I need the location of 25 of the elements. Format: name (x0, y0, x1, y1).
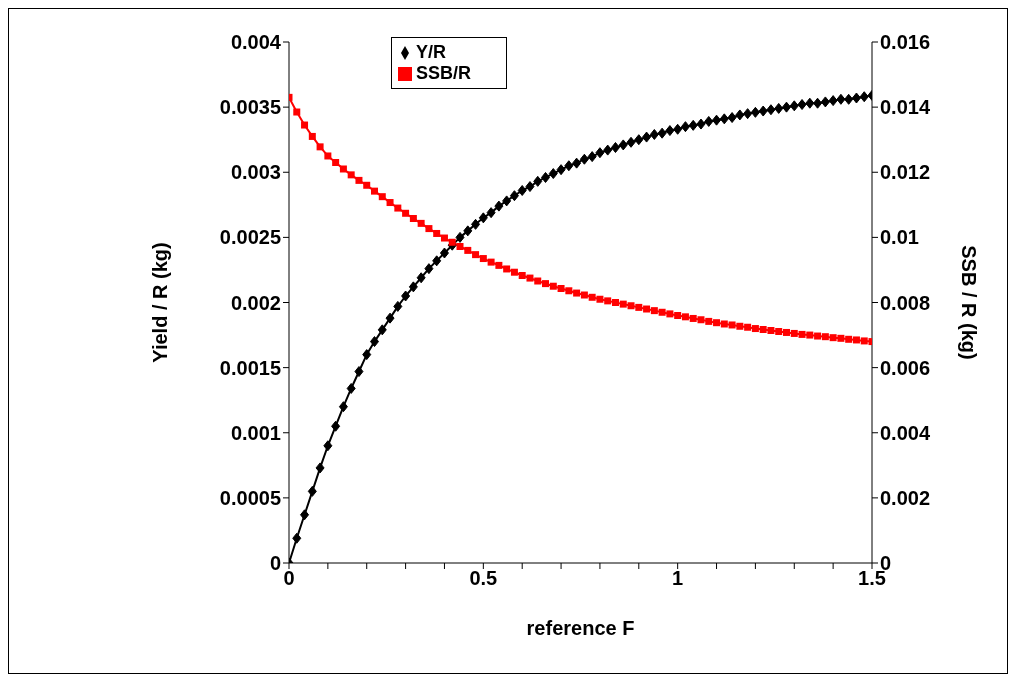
y2-axis-title: SSB / R (kg) (957, 245, 980, 360)
y2-tick-label: 0.004 (880, 421, 931, 444)
y2-tick-label: 0.008 (880, 291, 931, 314)
x-axis-title: reference F (526, 617, 635, 639)
y2-tick-label: 0.002 (880, 486, 931, 509)
y-tick-label: 0.001 (230, 421, 281, 444)
y2-tick-label: 0.014 (880, 96, 931, 119)
x-tick-label: 1 (672, 567, 684, 590)
y-axis-title: Yield / R (kg) (149, 242, 172, 363)
y-tick-label: 0.0035 (219, 96, 281, 119)
y-tick-label: 0 (269, 552, 281, 575)
y-tick-label: 0.0015 (219, 356, 281, 379)
x-tick-label: 0.5 (469, 567, 498, 590)
x-tick-label: 0 (283, 567, 295, 590)
legend-label: Y/R (416, 42, 447, 62)
legend-label: SSB/R (416, 63, 472, 83)
y-tick-label: 0.004 (230, 31, 282, 54)
y2-tick-label: 0.016 (880, 31, 931, 54)
y2-tick-label: 0.01 (880, 226, 919, 249)
y-tick-label: 0.0005 (219, 486, 281, 509)
y-tick-label: 0.0025 (219, 226, 281, 249)
y-tick-label: 0.003 (230, 161, 281, 184)
y2-tick-label: 0.012 (880, 161, 931, 184)
y-tick-label: 0.002 (230, 291, 281, 314)
y2-tick-label: 0.006 (880, 356, 931, 379)
